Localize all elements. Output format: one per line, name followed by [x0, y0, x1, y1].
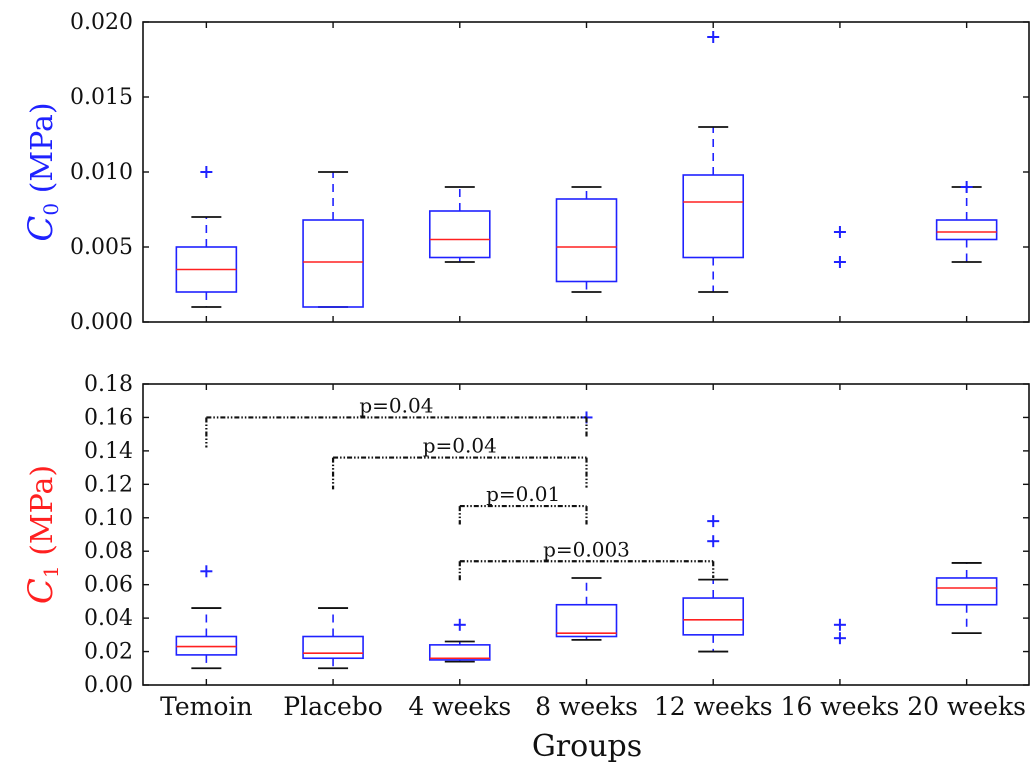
- iqr-box: [935, 577, 998, 606]
- p-value-label: p=0.04: [423, 434, 497, 458]
- y-tick-label: 0.04: [84, 606, 133, 631]
- x-axis-title: Groups: [532, 729, 642, 764]
- outlier-marker: [707, 31, 720, 43]
- box-group-12-weeks: [682, 31, 745, 293]
- c1-boxplot-panel: 0.00 0.02 0.04 0.06 0.08 0.10 0.12 0.14 0.16 0.18…: [21, 372, 1030, 721]
- x-tick-label: 12 weeks: [654, 692, 773, 721]
- y-tick-label: 0.015: [70, 85, 133, 110]
- box-group-4-weeks: [428, 618, 491, 663]
- y-tick-label: 0.000: [70, 310, 133, 335]
- iqr-box: [302, 635, 364, 660]
- outlier-marker: [200, 565, 213, 578]
- x-tick-label: Placebo: [283, 692, 383, 721]
- significance-bracket: p=0.04: [205, 393, 588, 448]
- box-group-8-weeks: [555, 186, 618, 293]
- y-tick-label: 0.00: [84, 673, 133, 698]
- iqr-box: [555, 198, 618, 283]
- x-tick-label: 16 weeks: [781, 692, 900, 721]
- box-group-12-weeks: [682, 515, 745, 653]
- outlier-marker: [707, 515, 720, 528]
- y-tick-label: 0.02: [84, 640, 133, 665]
- y-axis-title-unit: (MPa): [25, 465, 60, 556]
- iqr-box: [555, 603, 618, 638]
- iqr-box: [302, 219, 364, 308]
- box-group-temoin: [175, 166, 238, 308]
- iqr-box: [682, 597, 745, 636]
- c0-boxplot-panel: 0.000 0.005 0.010 0.015 0.020 C0 (MPa): [21, 10, 1030, 335]
- box-group-placebo: [302, 607, 364, 670]
- y-axis-title-subscript: 1: [39, 565, 63, 578]
- outlier-marker: [200, 166, 213, 178]
- outlier-marker: [833, 632, 846, 645]
- box-group-temoin: [175, 565, 238, 670]
- y-axis-title-unit: (MPa): [25, 102, 60, 193]
- box-group-20-weeks: [935, 562, 998, 635]
- y-tick-label: 0.005: [70, 235, 133, 260]
- p-value-label: p=0.01: [486, 482, 560, 506]
- iqr-box: [935, 219, 998, 241]
- y-tick-label: 0.06: [84, 573, 133, 598]
- x-tick-label: Temoin: [160, 692, 252, 721]
- box-group-8-weeks: [555, 411, 618, 641]
- outlier-marker: [960, 181, 973, 193]
- significance-bracket: p=0.01: [458, 482, 588, 525]
- outlier-marker: [707, 535, 720, 548]
- y-tick-label: 0.18: [84, 372, 133, 397]
- y-tick-label: 0.10: [84, 506, 133, 531]
- plot-frame: [142, 21, 1030, 323]
- y-tick-label: 0.12: [84, 472, 133, 497]
- y-axis-title-subscript: 0: [39, 203, 63, 216]
- y-axis-title-variable: C: [21, 216, 61, 242]
- y-axis-title: C1 (MPa): [21, 465, 63, 604]
- y-tick-label: 0.08: [84, 539, 133, 564]
- p-value-label: p=0.04: [359, 393, 433, 417]
- outlier-marker: [833, 618, 846, 631]
- iqr-box: [428, 210, 491, 259]
- y-tick-label: 0.16: [84, 405, 133, 430]
- y-axis-title-space: [25, 556, 60, 566]
- y-axis-title: C0 (MPa): [21, 102, 63, 241]
- outlier-marker: [453, 618, 466, 631]
- box-group-20-weeks: [935, 181, 998, 263]
- box-group-16-weeks: [833, 226, 846, 268]
- iqr-box: [428, 644, 491, 661]
- outlier-marker: [833, 226, 846, 238]
- y-axis-title-variable: C: [21, 578, 61, 604]
- y-tick-label: 0.14: [84, 439, 133, 464]
- p-value-label: p=0.003: [543, 537, 630, 561]
- outlier-marker: [833, 256, 846, 268]
- iqr-box: [682, 174, 745, 259]
- box-group-4-weeks: [428, 186, 491, 263]
- y-tick-label: 0.020: [70, 10, 133, 35]
- significance-bracket: p=0.04: [331, 434, 588, 490]
- x-tick-label: 20 weeks: [907, 692, 1026, 721]
- y-axis-title-space: [25, 193, 60, 203]
- iqr-box: [175, 635, 238, 656]
- significance-bracket: p=0.003: [458, 537, 715, 582]
- x-tick-label: 8 weeks: [535, 692, 638, 721]
- x-tick-label: 4 weeks: [408, 692, 511, 721]
- box-group-16-weeks: [833, 618, 846, 645]
- y-tick-label: 0.010: [70, 160, 133, 185]
- box-group-placebo: [302, 171, 364, 308]
